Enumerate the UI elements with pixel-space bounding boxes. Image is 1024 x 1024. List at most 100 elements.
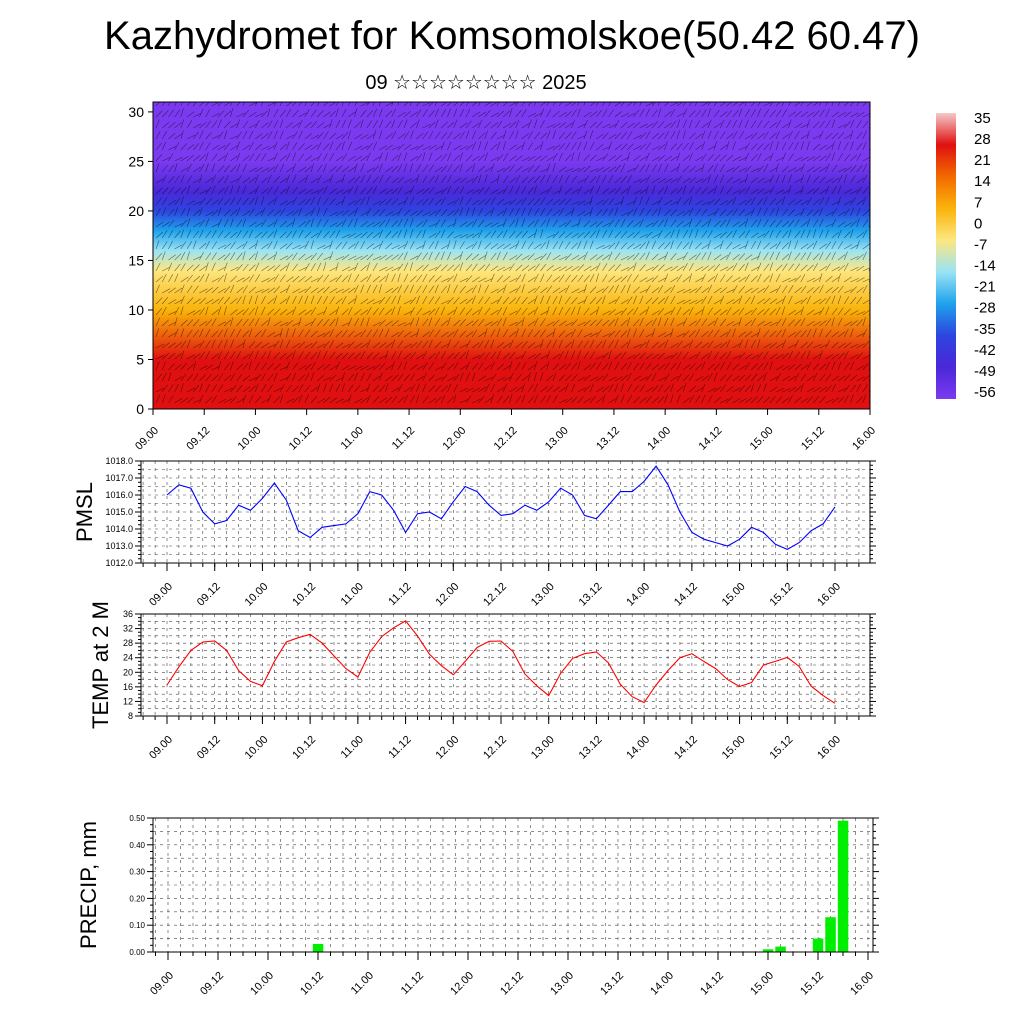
wind-barb — [596, 156, 605, 162]
wind-barb — [378, 174, 384, 184]
x-tick-label: 15.00 — [720, 734, 748, 762]
wind-barb — [168, 274, 174, 283]
wind-barb — [403, 285, 409, 294]
wind-barb — [341, 141, 345, 151]
wind-barb — [372, 342, 381, 349]
wind-barb — [546, 295, 551, 305]
wind-barb — [664, 102, 670, 107]
wind-barb — [310, 134, 320, 140]
wind-barb — [577, 274, 584, 283]
wind-barb — [174, 287, 183, 294]
wind-barb — [738, 253, 746, 261]
wind-barb — [850, 244, 859, 250]
wind-barb — [403, 373, 411, 382]
y-tick-label: 16 — [123, 682, 133, 692]
wind-barb — [410, 156, 419, 162]
wind-barb — [583, 319, 591, 327]
wind-barb — [304, 210, 313, 217]
wind-barb — [186, 363, 195, 371]
wind-barb — [161, 230, 168, 239]
wind-barb — [335, 119, 341, 129]
wind-barb — [689, 177, 697, 184]
wind-barb — [366, 383, 371, 393]
wind-barb — [354, 365, 363, 371]
wind-barb — [639, 317, 644, 327]
wind-barb — [676, 306, 682, 316]
wind-barb — [397, 350, 403, 360]
wind-barb — [372, 244, 381, 250]
wind-barb — [186, 297, 194, 305]
wind-barb — [292, 174, 297, 184]
wind-barb — [546, 145, 555, 151]
wind-barb — [174, 141, 180, 151]
wind-barb — [316, 174, 322, 184]
wind-barb — [472, 111, 480, 118]
wind-barb — [595, 329, 602, 338]
wind-barb — [174, 398, 183, 404]
wind-barb — [701, 265, 709, 272]
wind-barb — [279, 322, 289, 327]
wind-barb — [161, 329, 168, 338]
wind-barb — [490, 131, 497, 140]
heatmap-panel: 09.00 09.12 10.00 10.12 11.00 11.12 12.00 12.12… — [128, 101, 878, 453]
wind-barb — [391, 395, 398, 404]
wind-barb — [713, 244, 722, 250]
wind-barb — [453, 197, 460, 206]
wind-barb — [453, 218, 457, 228]
wind-barb — [341, 218, 347, 228]
wind-barb — [484, 231, 492, 239]
wind-barb — [403, 240, 409, 250]
wind-barb — [416, 328, 420, 338]
wind-barb — [496, 275, 504, 283]
wind-barb — [670, 317, 675, 327]
wind-barb — [465, 297, 473, 305]
wind-barb — [633, 189, 642, 195]
wind-barb — [509, 387, 518, 393]
wind-barb — [651, 220, 659, 228]
wind-barb — [626, 296, 633, 305]
wind-barb — [540, 354, 549, 360]
wind-barb — [713, 154, 721, 162]
wind-barb — [546, 240, 550, 250]
wind-barb — [856, 277, 865, 283]
wind-barb — [546, 174, 551, 184]
wind-barb — [701, 342, 710, 349]
wind-barb — [391, 286, 399, 294]
wind-barb — [261, 329, 267, 338]
wind-barb — [763, 120, 770, 129]
wind-barb — [372, 209, 380, 217]
wind-barb — [465, 233, 475, 239]
wind-barb — [856, 142, 863, 151]
wind-barb — [255, 222, 264, 228]
wind-barb — [366, 134, 375, 140]
wind-barb — [645, 102, 655, 107]
wind-barb — [347, 130, 351, 140]
wind-barb — [565, 167, 574, 173]
wind-barb — [813, 134, 822, 140]
wind-barb — [459, 131, 465, 140]
wind-barb — [608, 219, 615, 228]
wind-barb — [806, 328, 812, 338]
wind-barb — [813, 166, 821, 173]
wind-barb — [254, 330, 262, 338]
wind-barb — [440, 264, 448, 272]
wind-barb — [459, 251, 463, 261]
wind-barb — [193, 178, 202, 184]
wind-barb — [645, 339, 650, 349]
wind-barb — [354, 163, 358, 173]
wind-barb — [769, 361, 773, 371]
wind-barb — [490, 207, 495, 217]
wind-barb — [341, 365, 350, 371]
wind-barb — [335, 210, 344, 217]
wind-barb — [564, 187, 573, 195]
wind-barb — [465, 165, 473, 173]
wind-barb — [515, 274, 522, 283]
wind-barb — [732, 254, 740, 261]
wind-barb — [503, 123, 512, 129]
wind-barb — [577, 396, 584, 404]
precip-bar — [775, 946, 786, 952]
wind-barb — [490, 265, 499, 272]
x-tick-label: 12.00 — [433, 581, 461, 609]
wind-barb — [682, 288, 692, 294]
wind-barb — [571, 339, 575, 349]
